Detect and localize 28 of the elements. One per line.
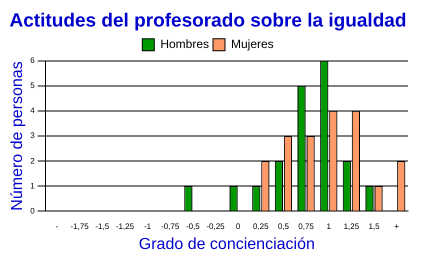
y-tick-label: 5 (30, 81, 36, 90)
x-tick-label: -1,75 (70, 222, 90, 232)
x-tick-label: 1 (326, 222, 332, 232)
x-tick-label: -1 (144, 222, 152, 232)
x-tick-label: 0,5 (278, 222, 290, 232)
y-tick-label: 4 (30, 106, 36, 116)
y-tick-label: 0 (30, 206, 36, 216)
x-tick-label: 0,75 (298, 222, 314, 232)
x-axis-title: Grado de concienciación (138, 236, 315, 253)
legend-label: Hombres (160, 37, 210, 52)
x-tick-label: -1,25 (116, 222, 135, 232)
chart-title: Actitudes del profesorado sobre la igualdad (10, 10, 406, 32)
y-tick-label: 3 (30, 131, 36, 140)
x-tick-label: -1,5 (95, 222, 110, 232)
x-tick-label: -0,75 (161, 222, 180, 232)
x-tick-label: - (56, 222, 59, 232)
x-tick-label: -0,25 (206, 222, 226, 232)
y-tick-label: 6 (30, 56, 36, 66)
x-tick-label: + (394, 222, 400, 232)
x-tick-label: 0,25 (253, 222, 270, 232)
legend-label: Mujeres (231, 37, 274, 52)
x-tick-label: -0,5 (186, 222, 200, 232)
y-tick-label: 1 (30, 181, 36, 190)
x-tick-label: 1,5 (368, 222, 380, 232)
x-tick-label: 1,25 (344, 222, 360, 232)
x-tick-label: 0 (236, 222, 241, 232)
y-axis-title: Número de personas (9, 61, 26, 211)
y-tick-label: 2 (30, 156, 36, 166)
